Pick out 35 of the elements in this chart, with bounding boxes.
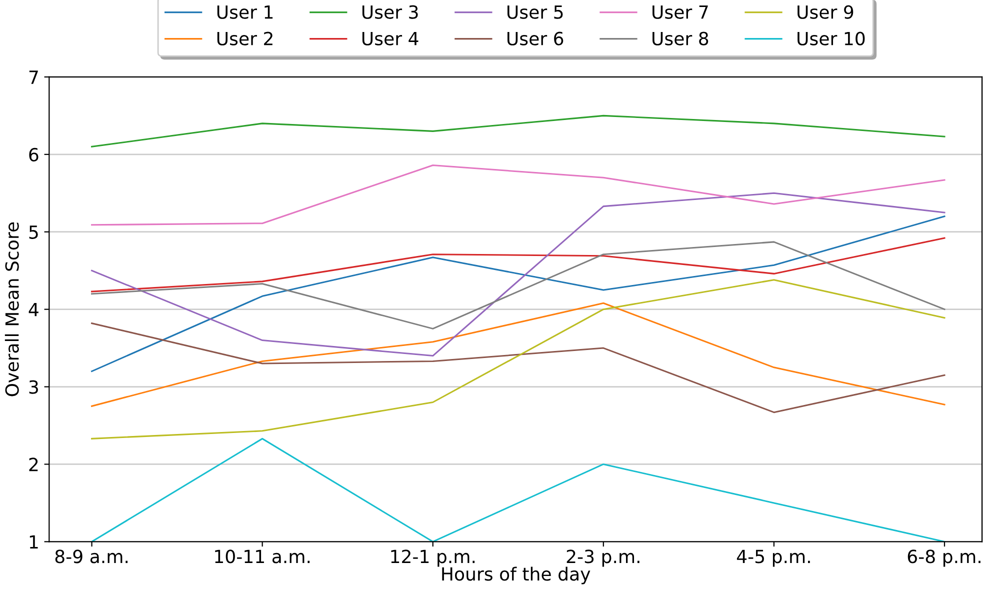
x-tick-label: 8-9 a.m. <box>55 550 128 564</box>
legend-label: User 8 <box>652 32 708 46</box>
y-tick-label: 2 <box>29 458 38 472</box>
legend-label: User 10 <box>798 32 865 46</box>
line-series <box>91 164 946 226</box>
y-tick-label: 7 <box>29 70 38 84</box>
y-tick-label: 3 <box>29 380 38 394</box>
x-tick-label: 10-11 a.m. <box>215 550 310 564</box>
x-tick-label: 12-1 p.m. <box>391 550 475 567</box>
legend-label: User 5 <box>507 5 563 19</box>
x-axis-title: Hours of the day <box>442 566 590 584</box>
legend-label: User 7 <box>652 5 708 19</box>
legend-label: User 1 <box>217 5 273 19</box>
line-series <box>91 241 946 330</box>
line-series <box>91 114 946 148</box>
line-series <box>91 322 946 414</box>
legend-label: User 2 <box>217 32 272 46</box>
line-series <box>91 192 946 357</box>
line-series <box>91 279 946 440</box>
legend-label: User 4 <box>362 32 418 46</box>
line-series <box>91 237 946 292</box>
y-axis-title: Overall Mean Score <box>4 222 19 396</box>
line-series <box>91 438 946 542</box>
y-tick-label: 1 <box>30 535 38 549</box>
line-series <box>91 216 946 372</box>
y-tick-label: 5 <box>29 226 38 239</box>
x-tick-label: 2-3 p.m. <box>566 550 640 567</box>
line-series <box>91 302 946 407</box>
y-tick-label: 4 <box>28 303 38 316</box>
y-tick-label: 6 <box>29 148 38 162</box>
x-tick-label: 6-8 p.m. <box>908 550 980 567</box>
legend-label: User 9 <box>798 5 854 19</box>
legend-label: User 6 <box>507 32 564 46</box>
x-tick-label: 4-5 p.m. <box>736 550 810 567</box>
legend-label: User 3 <box>362 5 418 19</box>
